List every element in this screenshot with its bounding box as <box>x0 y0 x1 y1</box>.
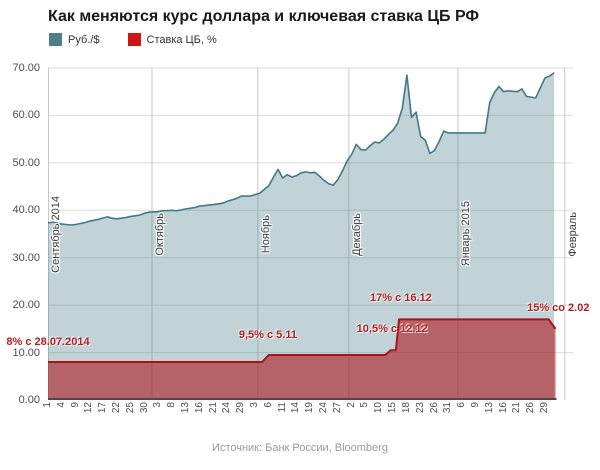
x-tick-label: 6 <box>456 402 468 408</box>
x-tick-label: 13 <box>483 402 495 414</box>
x-tick-label: 6 <box>262 402 274 408</box>
legend: Руб./$ Ставка ЦБ, % <box>49 33 239 46</box>
month-label-text: Ноябрь <box>259 214 272 254</box>
x-tick-label: 11 <box>276 402 288 413</box>
cb-rate-legend-label: Ставка ЦБ, % <box>146 33 217 46</box>
y-axis-label: 50.00 <box>12 156 40 169</box>
x-tick-label: 15 <box>387 402 399 414</box>
x-tick-label: 5 <box>359 402 371 408</box>
month-label-text: Декабрь <box>350 212 363 256</box>
x-tick-label: 26 <box>525 402 537 414</box>
x-tick-label: 1 <box>42 402 53 408</box>
x-tick-label: 23 <box>414 402 426 414</box>
month-label-text: Январь 2015 <box>459 201 472 267</box>
x-tick-label: 17 <box>97 402 109 414</box>
x-tick-label: 14 <box>290 402 302 414</box>
x-tick-label: 26 <box>428 402 440 414</box>
x-tick-label: 31 <box>442 402 454 414</box>
x-tick-label: 8 <box>166 402 178 408</box>
rate-annotation: 10,5% с 12.12 <box>356 323 428 336</box>
x-tick-label: 24 <box>221 402 233 414</box>
x-tick-label: 29 <box>538 402 550 414</box>
y-axis-label: 70.00 <box>12 62 40 74</box>
x-tick-label: 2 <box>345 402 357 408</box>
month-label: Декабрь <box>351 68 365 400</box>
month-label-text: Октябрь <box>153 212 166 256</box>
month-label: Сентябрь 2014 <box>50 68 64 400</box>
month-label-text: Сентябрь 2014 <box>50 195 62 273</box>
month-label: Октябрь <box>154 68 168 400</box>
x-tick-label: 9 <box>469 402 481 408</box>
x-tick-label: 27 <box>331 402 343 414</box>
x-tick-label: 18 <box>400 402 412 414</box>
x-tick-label: 3 <box>249 402 261 408</box>
x-tick-label: 29 <box>235 402 247 414</box>
month-label-text: Февраль <box>566 211 579 257</box>
cb-rate-legend-swatch <box>127 33 141 46</box>
x-tick-label: 13 <box>180 402 192 414</box>
x-tick-label: 25 <box>124 402 136 414</box>
x-tick-label: 16 <box>497 402 509 414</box>
x-tick-label: 4 <box>55 402 67 408</box>
month-label: Январь 2015 <box>460 68 474 400</box>
y-axis-label: 10.00 <box>12 346 40 359</box>
x-tick-label: 30 <box>138 402 150 414</box>
y-axis-label: 0.00 <box>18 394 40 406</box>
x-tick-label: 16 <box>193 402 205 414</box>
x-tick-label: 24 <box>318 402 330 414</box>
x-tick-label: 10 <box>373 402 385 414</box>
rub-legend-label: Руб./$ <box>68 33 100 46</box>
x-tick-label: 19 <box>304 402 316 414</box>
x-tick-label: 12 <box>83 402 95 414</box>
y-axis-label: 60.00 <box>12 109 40 122</box>
chart-title: Как меняются курс доллара и ключевая ста… <box>48 8 480 25</box>
y-axis-label: 30.00 <box>12 251 40 264</box>
y-axis: 0.00 10.00 20.00 30.00 40.00 50.00 60.00 70.00 <box>0 0 44 470</box>
x-tick-label: 22 <box>111 402 123 414</box>
chart-canvas <box>47 67 573 401</box>
rate-annotation: 9,5% с 5.11 <box>238 329 297 342</box>
y-axis-label: 40.00 <box>12 204 40 217</box>
usd-rub-area <box>48 72 555 401</box>
x-tick-label: 21 <box>207 402 219 414</box>
x-axis: 1 4 9 12 17 22 25 30 3 8 13 16 21 24 29 3 6 11 14 19 24 27 2 5 1… <box>42 402 573 444</box>
x-tick-label: 9 <box>69 402 81 408</box>
source-note: Источник: Банк России, Bloomberg <box>212 442 388 454</box>
y-axis-label: 20.00 <box>12 299 40 312</box>
month-label: Ноябрь <box>260 68 274 400</box>
plot-area: Сентябрь 2014 Октябрь Ноябрь Декабрь Январь … <box>6 67 589 401</box>
cb-rate-area <box>48 319 556 400</box>
rate-annotation: 17% с 16.12 <box>370 291 432 304</box>
x-tick-label: 3 <box>152 402 164 408</box>
x-tick-label: 21 <box>511 402 523 414</box>
month-label: Февраль <box>567 68 581 400</box>
rate-annotation: 8% с 28.07.2014 <box>6 335 90 348</box>
rub-legend-swatch <box>49 33 62 46</box>
legend-item-cb-rate: Ставка ЦБ, % <box>127 33 217 46</box>
legend-item-rub: Руб./$ <box>49 33 100 46</box>
cb-rate-line <box>48 318 557 364</box>
rate-annotation: 15% со 2.02 <box>527 302 590 315</box>
usd-rub-line <box>47 72 555 226</box>
